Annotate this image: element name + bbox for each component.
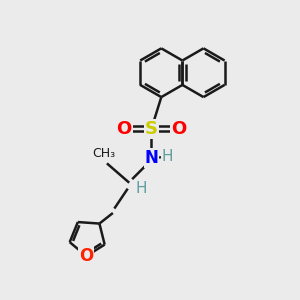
Text: H: H: [136, 181, 147, 196]
Text: S: S: [145, 120, 158, 138]
Text: N: N: [145, 149, 158, 167]
Text: O: O: [116, 120, 132, 138]
Text: O: O: [171, 120, 187, 138]
Text: O: O: [79, 247, 93, 265]
Text: CH₃: CH₃: [92, 147, 116, 160]
Text: H: H: [161, 149, 173, 164]
